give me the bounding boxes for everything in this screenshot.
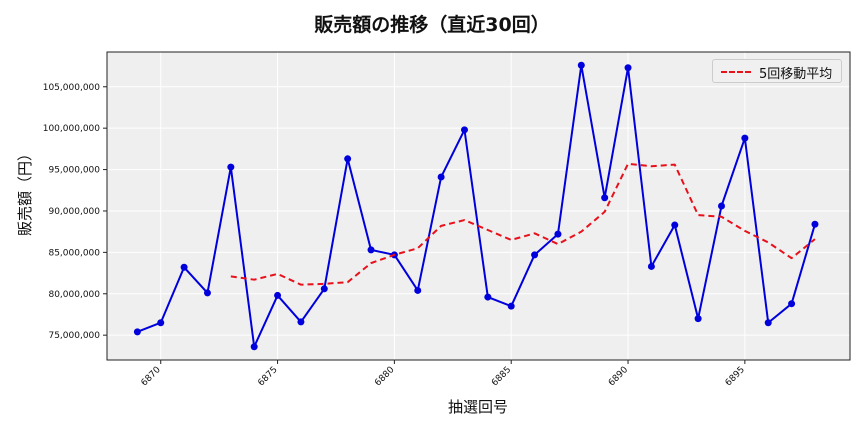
legend: 5回移動平均: [712, 59, 842, 83]
data-point-marker: [133, 328, 141, 336]
plot-border: [106, 51, 851, 361]
data-point-marker: [250, 343, 258, 351]
data-point-marker: [460, 126, 468, 134]
moving-average-line: [230, 162, 816, 286]
data-point-marker: [227, 163, 235, 171]
data-point-marker: [741, 134, 749, 142]
data-point-marker: [367, 246, 375, 254]
sales-line: [137, 64, 816, 348]
plot-background: [107, 52, 850, 360]
x-axis-label: 抽選回号: [447, 398, 508, 416]
y-tick-label: 105,000,000: [43, 83, 101, 93]
data-point-marker: [717, 202, 725, 210]
data-point-marker: [203, 289, 211, 297]
data-point-marker: [577, 61, 585, 69]
data-point-marker: [554, 230, 562, 238]
data-point-marker: [484, 293, 492, 301]
data-point-marker: [507, 302, 515, 310]
data-point-marker: [624, 64, 632, 72]
data-point-marker: [601, 194, 609, 202]
x-tick-label: 6870: [140, 365, 163, 388]
y-tick-label: 75,000,000: [48, 331, 100, 341]
y-tick-label: 90,000,000: [48, 207, 100, 217]
data-point-marker: [157, 319, 165, 327]
data-point-marker: [694, 315, 702, 323]
data-point-marker: [344, 155, 352, 163]
data-point-marker: [671, 221, 679, 229]
data-point-marker: [180, 263, 188, 271]
chart-title: 販売額の推移（直近30回）: [314, 14, 550, 36]
data-point-marker: [811, 220, 819, 228]
x-tick-label: 6885: [490, 365, 513, 388]
y-tick-label: 85,000,000: [48, 248, 100, 258]
data-point-marker: [764, 319, 772, 327]
data-point-marker: [274, 291, 282, 299]
data-point-marker: [647, 262, 655, 270]
data-point-marker: [297, 318, 305, 326]
y-tick-label: 80,000,000: [48, 290, 100, 300]
x-tick-label: 6895: [724, 365, 747, 388]
x-tick-label: 6890: [607, 365, 630, 388]
y-tick-label: 95,000,000: [48, 166, 100, 176]
x-tick-label: 6875: [256, 365, 279, 388]
data-point-marker: [320, 285, 328, 293]
legend-dashed-line-icon: [721, 71, 751, 73]
data-point-marker: [531, 251, 539, 259]
y-tick-label: 100,000,000: [43, 124, 101, 134]
data-point-marker: [788, 300, 796, 308]
data-point-marker: [437, 173, 445, 181]
x-tick-label: 6880: [373, 365, 396, 388]
legend-label-moving-average: 5回移動平均: [759, 67, 833, 82]
data-point-marker: [414, 286, 422, 294]
